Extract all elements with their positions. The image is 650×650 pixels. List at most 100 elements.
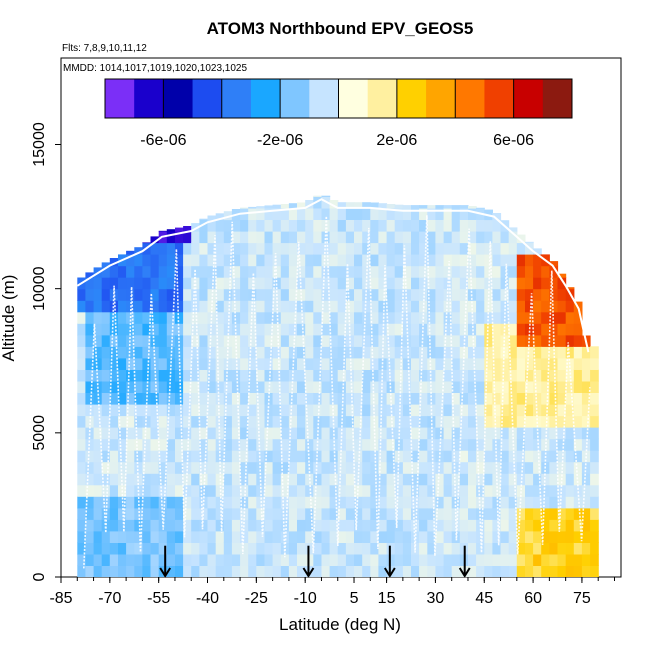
heatmap-cell [443, 530, 453, 543]
heatmap-cell [468, 219, 477, 232]
heatmap-cell [508, 473, 518, 486]
heatmap-cell [337, 392, 347, 405]
heatmap-cell [150, 415, 160, 428]
heatmap-cell [354, 542, 363, 555]
heatmap-cell [93, 461, 103, 474]
heatmap-cell [256, 553, 265, 566]
heatmap-cell [370, 207, 379, 220]
heatmap-cell [394, 496, 404, 509]
heatmap-cell [191, 223, 200, 232]
heatmap-cell [93, 323, 103, 336]
heatmap-cell [166, 334, 176, 347]
heatmap-cell [508, 288, 518, 301]
heatmap-cell [476, 461, 485, 474]
heatmap-cell [288, 277, 298, 290]
heatmap-cell [468, 553, 477, 566]
heatmap-cell [419, 205, 428, 209]
heatmap-cell [590, 461, 599, 474]
heatmap-cell [313, 484, 322, 497]
heatmap-cell [85, 484, 95, 497]
heatmap-cell [590, 496, 599, 509]
heatmap-cell [573, 427, 583, 440]
heatmap-cell [109, 553, 119, 566]
heatmap-cell [101, 262, 111, 267]
heatmap-cell [272, 392, 282, 405]
heatmap-cell [199, 218, 209, 220]
heatmap-cell [280, 519, 290, 532]
heatmap-cell [533, 311, 542, 324]
heatmap-cell [533, 254, 542, 267]
heatmap-cell [166, 242, 176, 255]
heatmap-cell [565, 287, 575, 290]
heatmap-cell [443, 519, 453, 532]
heatmap-cell [451, 438, 461, 451]
heatmap-cell [484, 231, 493, 244]
heatmap-cell [288, 300, 298, 313]
heatmap-cell [362, 438, 371, 451]
heatmap-cell [77, 300, 86, 313]
heatmap-cell [508, 484, 518, 497]
heatmap-cell [297, 369, 306, 382]
heatmap-cell [565, 311, 575, 324]
heatmap-cell [126, 473, 135, 486]
heatmap-cell [191, 323, 200, 336]
heatmap-cell [557, 323, 567, 336]
heatmap-cell [109, 450, 119, 463]
heatmap-cell [525, 392, 534, 405]
heatmap-cell [402, 265, 412, 278]
heatmap-cell [93, 415, 103, 428]
heatmap-cell [175, 438, 184, 451]
heatmap-cell [402, 242, 412, 255]
heatmap-cell [435, 277, 445, 290]
heatmap-cell [476, 380, 485, 393]
heatmap-cell [533, 530, 542, 543]
heatmap-cell [248, 254, 257, 267]
heatmap-cell [101, 277, 111, 290]
heatmap-cell [223, 288, 233, 301]
heatmap-cell [199, 311, 209, 324]
heatmap-cell [207, 334, 217, 347]
heatmap-cell [492, 392, 502, 405]
heatmap-cell [419, 438, 428, 451]
heatmap-cell [354, 427, 363, 440]
heatmap-cell [118, 553, 127, 566]
heatmap-cell [337, 207, 347, 220]
heatmap-cell [386, 553, 396, 566]
heatmap-cell [93, 530, 103, 543]
heatmap-cell [297, 473, 306, 486]
heatmap-cell [166, 323, 176, 336]
heatmap-cell [500, 415, 510, 428]
heatmap-cell [525, 519, 534, 532]
heatmap-cell [500, 450, 510, 463]
heatmap-cell [272, 277, 282, 290]
heatmap-cell [77, 473, 86, 486]
heatmap-cell [345, 254, 355, 267]
heatmap-cell [362, 346, 371, 359]
heatmap-cell [109, 473, 119, 486]
heatmap-cell [77, 357, 86, 370]
heatmap-cell [321, 565, 331, 577]
heatmap-cell [126, 288, 135, 301]
heatmap-cell [166, 231, 176, 244]
heatmap-cell [231, 369, 241, 382]
heatmap-cell [248, 334, 257, 347]
heatmap-cell [256, 346, 265, 359]
heatmap-cell [175, 507, 184, 520]
heatmap-cell [411, 323, 420, 336]
heatmap-cell [215, 415, 225, 428]
heatmap-cell [305, 231, 314, 244]
heatmap-cell [166, 357, 176, 370]
heatmap-cell [451, 231, 461, 244]
heatmap-cell [321, 496, 331, 509]
heatmap-cell [305, 530, 314, 543]
heatmap-cell [411, 530, 420, 543]
heatmap-cell [484, 346, 493, 359]
heatmap-cell [419, 461, 428, 474]
heatmap-cell [411, 450, 420, 463]
heatmap-cell [565, 565, 575, 577]
heatmap-cell [516, 323, 526, 336]
heatmap-cell [313, 553, 322, 566]
heatmap-cell [134, 565, 143, 577]
heatmap-cell [541, 438, 550, 451]
flight-marker-layer [159, 545, 471, 578]
